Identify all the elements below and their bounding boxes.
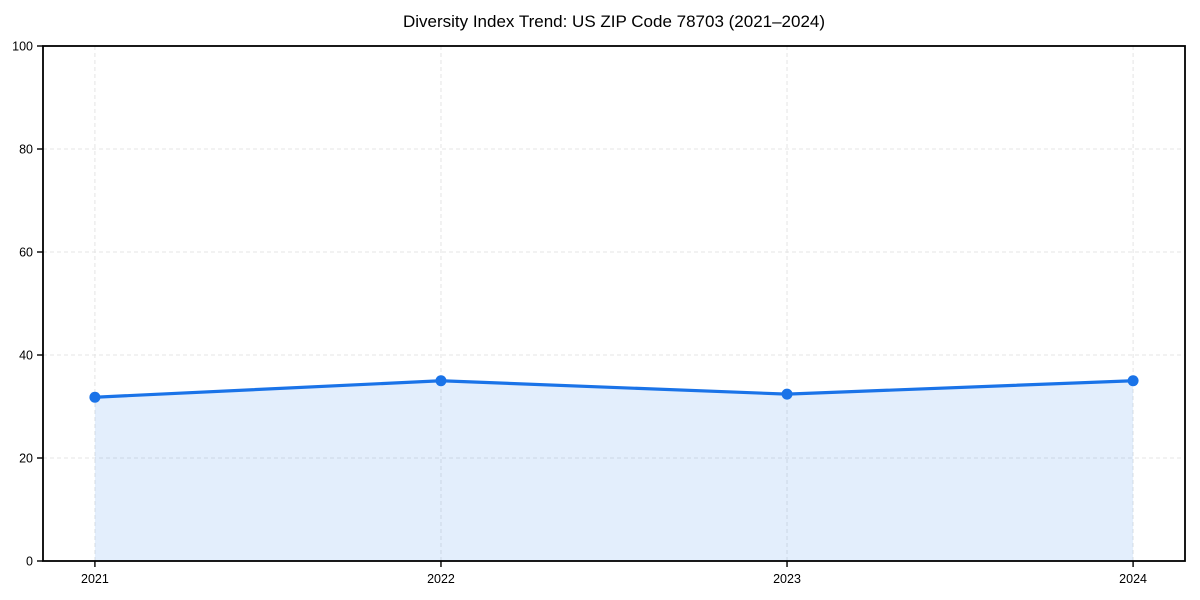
- y-tick-label: 60: [19, 246, 33, 260]
- x-tick-label: 2023: [773, 572, 801, 586]
- x-tick-label: 2024: [1119, 572, 1147, 586]
- y-tick-label: 20: [19, 452, 33, 466]
- x-tick-label: 2021: [81, 572, 109, 586]
- y-tick-label: 0: [26, 555, 33, 569]
- chart-title: Diversity Index Trend: US ZIP Code 78703…: [402, 12, 826, 31]
- plot-frame: [42, 45, 1186, 562]
- data-point-marker-2021: [89, 391, 101, 403]
- data-point-marker-2022: [435, 375, 447, 387]
- x-tick-label: 2022: [427, 572, 455, 586]
- y-tick-label: 80: [19, 143, 33, 157]
- data-point-marker-2024: [1127, 375, 1139, 387]
- series-line: [93, 379, 1135, 399]
- y-tick-label: 40: [19, 349, 33, 363]
- data-point-marker-2023: [781, 388, 793, 400]
- area-fill: [94, 380, 1134, 561]
- y-tick-label: 100: [12, 40, 33, 54]
